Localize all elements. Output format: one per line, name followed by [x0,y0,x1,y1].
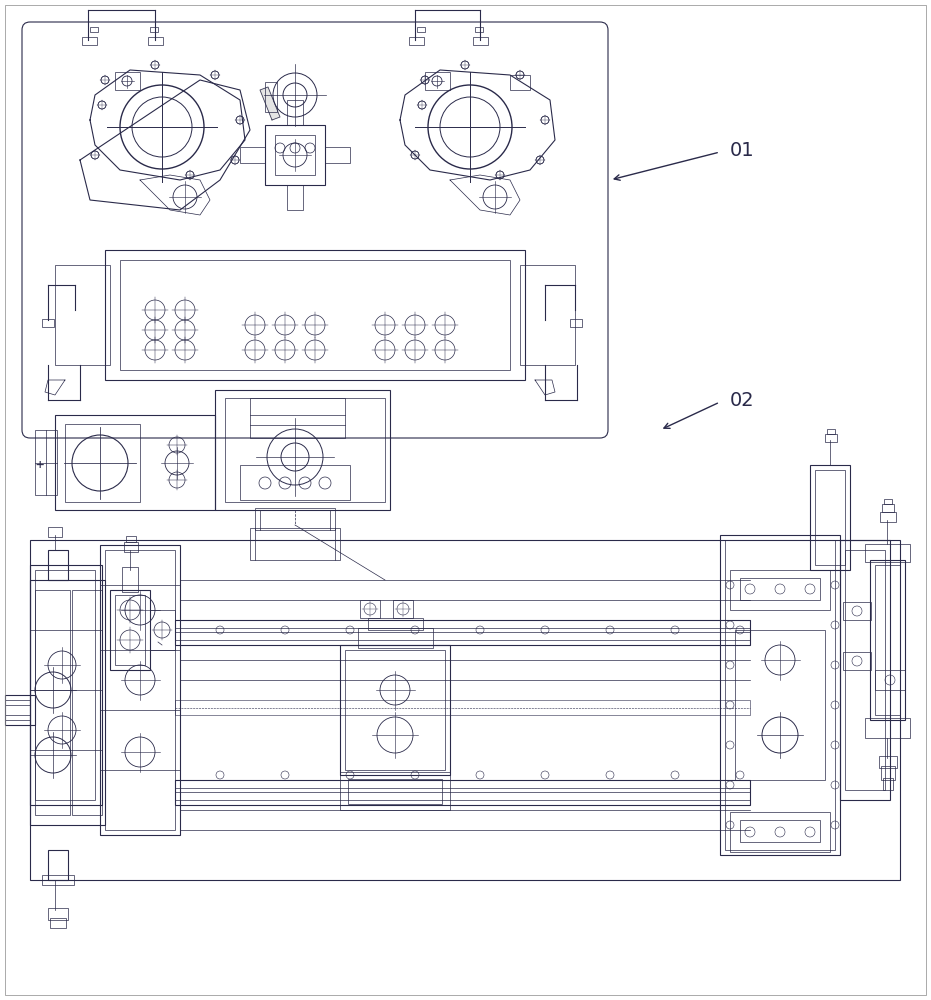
Text: 01: 01 [730,140,755,159]
Bar [845,550,885,790]
Bar [48,550,68,580]
Bar [55,415,215,510]
Bar [122,567,138,592]
Bar [409,37,424,45]
Bar [175,780,750,788]
Bar [5,695,35,725]
Bar [100,545,180,835]
Bar [255,508,335,530]
Bar [120,260,510,370]
Bar [730,570,830,610]
Bar [175,700,750,715]
Bar [425,72,450,90]
Bar [48,850,68,880]
Bar [884,499,892,504]
Bar [50,918,66,928]
Bar [110,590,150,670]
Bar [72,590,102,815]
Bar [30,565,102,805]
Bar [730,812,830,852]
Bar [815,470,845,565]
Bar [48,908,68,920]
Bar [510,75,530,90]
Bar [735,630,825,780]
Bar [30,540,900,880]
Bar [870,560,905,720]
Bar [360,600,380,618]
Text: 02: 02 [730,390,755,410]
Bar [340,772,450,810]
Bar [417,27,425,32]
Bar [473,37,488,45]
Bar [827,429,835,434]
Bar [475,27,483,32]
Bar [345,650,445,770]
Bar [82,37,97,45]
Bar [175,620,750,645]
Bar [42,319,54,327]
Bar [175,780,750,805]
Polygon shape [260,87,280,120]
Bar [275,135,315,175]
Bar [875,565,900,715]
Bar [368,618,423,630]
Bar [287,185,303,210]
Bar [875,670,905,690]
Bar [240,465,350,500]
Bar [175,632,750,640]
Bar [882,504,894,512]
Bar [883,778,893,790]
Bar [250,398,345,438]
Bar [55,265,110,365]
Bar [865,544,910,562]
Bar [124,542,138,552]
Bar [115,72,140,90]
Bar [725,540,835,850]
Bar [175,792,750,800]
Bar [42,875,74,885]
Bar [287,100,303,125]
Bar [843,602,871,620]
Bar [265,82,277,112]
Bar [340,645,450,775]
Bar [348,779,442,804]
Bar [265,125,325,185]
Bar [90,27,98,32]
Bar [115,595,145,665]
Bar [65,424,140,502]
Bar [30,580,105,825]
Bar [843,652,871,670]
Bar [840,540,890,800]
Bar [740,578,820,600]
Bar [35,430,57,495]
Bar [570,319,582,327]
Bar [520,265,575,365]
Bar [105,550,175,830]
Bar [740,820,820,842]
Bar [865,718,910,738]
Bar [879,756,897,768]
Bar [358,628,433,648]
Bar [35,570,95,800]
Bar [810,465,850,570]
Bar [148,37,163,45]
Bar [150,610,175,650]
Bar [393,600,413,618]
Bar [240,147,265,163]
Bar [175,620,750,628]
Text: +: + [35,458,44,472]
Bar [881,766,895,780]
Bar [126,536,136,542]
Bar [880,512,896,522]
Bar [35,590,70,815]
Bar [48,527,62,537]
Bar [250,528,340,560]
Bar [325,147,350,163]
Bar [720,535,840,855]
Bar [225,398,385,502]
Bar [825,434,837,442]
Bar [215,390,390,510]
Bar [150,27,158,32]
Bar [105,250,525,380]
